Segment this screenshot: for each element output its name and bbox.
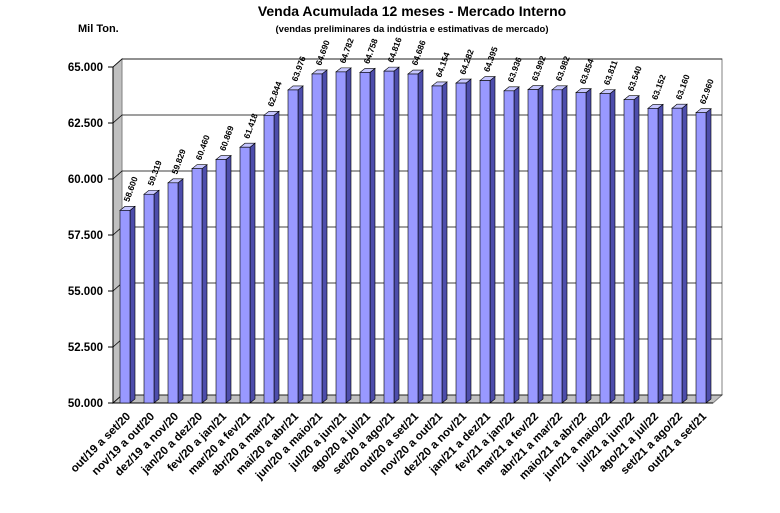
bar-front: [551, 89, 563, 404]
bar-front: [215, 159, 227, 404]
bar: [695, 108, 712, 404]
bar-side: [681, 103, 688, 404]
bar-side: [393, 66, 400, 404]
y-tick-label: 57.500: [68, 230, 103, 242]
bar-front: [647, 108, 659, 404]
bar-front: [671, 107, 683, 404]
bar-front: [287, 89, 299, 404]
bar-side: [201, 164, 208, 404]
bar: [287, 85, 304, 404]
bar: [623, 95, 640, 404]
bar-side: [609, 89, 616, 404]
bar-side: [657, 103, 664, 404]
bar: [479, 75, 496, 404]
bar-front: [335, 71, 347, 404]
bar-front: [383, 70, 395, 404]
bar-side: [273, 110, 280, 404]
bar: [671, 103, 688, 404]
y-tick-label: 60.000: [68, 174, 103, 186]
bar: [359, 67, 376, 404]
gridline: [112, 170, 722, 180]
bar-side: [705, 108, 712, 404]
bar-side: [561, 85, 568, 404]
bar-front: [503, 90, 515, 404]
bar: [167, 178, 184, 404]
bar: [335, 67, 352, 404]
y-tick-labels: 50.000 52.500 55.000 57.500 60.000 62.500 65.0…: [68, 62, 103, 410]
bar-front: [695, 112, 707, 404]
bar-side: [129, 205, 136, 404]
bar-front: [239, 146, 251, 404]
gridline: [112, 114, 722, 124]
bar-front: [407, 73, 419, 404]
bar: [455, 78, 472, 404]
bar: [191, 164, 208, 404]
bar: [599, 89, 616, 404]
bar: [383, 66, 400, 404]
bar-side: [369, 67, 376, 404]
bar-side: [153, 189, 160, 404]
chart-subtitle: (vendas preliminares da indústria e esti…: [276, 24, 549, 35]
bar-side: [417, 69, 424, 404]
bar-side: [513, 86, 520, 404]
bar: [239, 142, 256, 404]
bar-side: [297, 85, 304, 404]
bar-side: [633, 95, 640, 404]
bar: [263, 110, 280, 404]
y-tick-label: 50.000: [68, 398, 103, 410]
bar-side: [225, 154, 232, 404]
bar-front: [527, 89, 539, 404]
bar-front: [455, 82, 467, 404]
y-tick-label: 55.000: [68, 286, 103, 298]
bar: [119, 205, 136, 404]
bar-side: [345, 67, 352, 404]
bar: [143, 189, 160, 404]
bar: [407, 69, 424, 404]
bar-side: [489, 75, 496, 404]
chart-title: Venda Acumulada 12 meses - Mercado Inter…: [258, 3, 566, 19]
bar-side: [585, 88, 592, 404]
gridline: [112, 58, 722, 68]
bar-front: [263, 114, 275, 404]
bar-side: [441, 81, 448, 404]
bar: [215, 154, 232, 404]
bar-front: [311, 73, 323, 404]
bar: [527, 84, 544, 404]
bar-front: [599, 93, 611, 404]
bar-front: [167, 182, 179, 404]
bar: [575, 88, 592, 404]
bar-front: [119, 210, 131, 404]
bars: [119, 66, 712, 404]
bar-side: [249, 142, 256, 404]
bar: [311, 69, 328, 404]
y-tick-label: 62.500: [68, 118, 103, 130]
y-axis-unit-label: Mil Ton.: [78, 23, 119, 35]
bar-front: [575, 92, 587, 404]
bar: [551, 85, 568, 404]
bar-side: [465, 78, 472, 404]
bar-front: [143, 193, 155, 404]
bar-front: [623, 99, 635, 404]
y-tick-label: 65.000: [68, 62, 103, 74]
bar-side: [537, 84, 544, 404]
bar: [431, 81, 448, 404]
bar-side: [321, 69, 328, 404]
bar: [503, 86, 520, 404]
bar-side: [177, 178, 184, 404]
bar: [647, 103, 664, 404]
bar-front: [479, 80, 491, 404]
bar-front: [191, 168, 203, 404]
bar-front: [431, 85, 443, 404]
y-tick-label: 52.500: [68, 342, 103, 354]
bar-front: [359, 72, 371, 404]
